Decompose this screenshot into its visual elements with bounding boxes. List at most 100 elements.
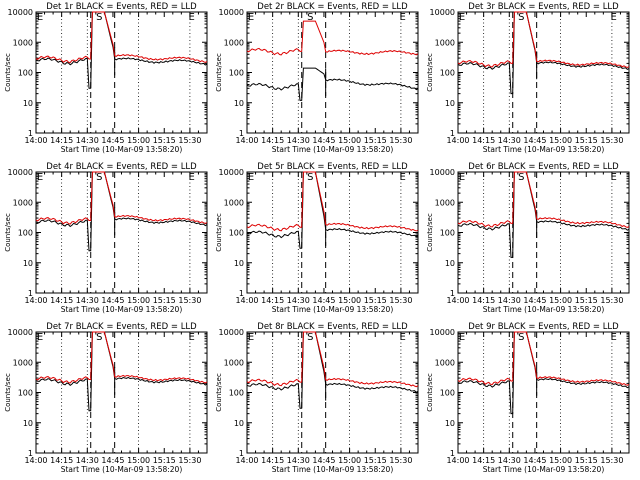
y-tick-label: 1000 xyxy=(224,38,244,47)
time-marker-s: S xyxy=(96,332,102,343)
x-tick-label: 14:45 xyxy=(101,456,124,465)
chart-title: Det 2r BLACK = Events, RED = LLD xyxy=(257,2,408,12)
time-marker-e: E xyxy=(399,172,405,183)
x-tick-label: 14:30 xyxy=(287,136,310,145)
y-tick-label: 100 xyxy=(229,389,244,398)
y-tick-label: 100 xyxy=(18,389,33,398)
x-tick-label: 14:45 xyxy=(312,296,335,305)
y-tick-label: 1 xyxy=(28,129,33,138)
x-tick-label: 14:15 xyxy=(261,136,284,145)
x-tick-label: 14:45 xyxy=(101,136,124,145)
chart-panel: Det 9r BLACK = Events, RED = LLD Counts/s… xyxy=(426,322,630,474)
x-tick-label: 14:15 xyxy=(472,296,495,305)
series-line xyxy=(457,11,630,69)
chart-panel: Det 5r BLACK = Events, RED = LLD Counts/s… xyxy=(215,162,419,314)
time-marker-s: S xyxy=(518,332,524,343)
y-tick-label: 10000 xyxy=(8,168,33,177)
x-tick-label: 14:30 xyxy=(498,136,521,145)
x-tick-label: 14:30 xyxy=(498,296,521,305)
y-tick-label: 100 xyxy=(440,389,455,398)
y-tick-label: 10000 xyxy=(219,168,244,177)
y-tick-label: 10000 xyxy=(430,168,455,177)
y-tick-label: 10000 xyxy=(430,8,455,17)
x-tick-label: 15:30 xyxy=(600,136,623,145)
y-tick-label: 1000 xyxy=(13,198,33,207)
y-axis-label: Counts/sec xyxy=(426,213,434,252)
chart-title: Det 3r BLACK = Events, RED = LLD xyxy=(468,2,619,12)
y-tick-label: 10 xyxy=(445,419,455,428)
x-tick-label: 15:15 xyxy=(153,456,176,465)
x-tick-label: 15:15 xyxy=(364,136,387,145)
time-marker-e: E xyxy=(188,12,194,23)
series-line xyxy=(457,171,630,228)
y-tick-label: 10000 xyxy=(8,8,33,17)
series-line xyxy=(35,11,208,64)
x-tick-label: 15:00 xyxy=(338,456,361,465)
x-tick-label: 15:30 xyxy=(178,456,201,465)
x-tick-label: 15:30 xyxy=(178,136,201,145)
y-tick-label: 1000 xyxy=(224,358,244,367)
y-tick-label: 10 xyxy=(445,99,455,108)
time-marker-e: E xyxy=(610,12,616,23)
y-axis-label: Counts/sec xyxy=(215,213,223,252)
chart-panel: Det 6r BLACK = Events, RED = LLD Counts/s… xyxy=(426,162,630,314)
time-marker-s: S xyxy=(307,332,313,343)
y-tick-label: 10000 xyxy=(430,328,455,337)
y-axis-label: Counts/sec xyxy=(215,53,223,92)
x-tick-label: 15:15 xyxy=(153,296,176,305)
chart-title: Det 5r BLACK = Events, RED = LLD xyxy=(257,162,408,172)
x-tick-label: 15:30 xyxy=(389,296,412,305)
x-tick-label: 15:00 xyxy=(549,296,572,305)
chart-panel: Det 7r BLACK = Events, RED = LLD Counts/s… xyxy=(4,322,208,474)
x-tick-label: 15:00 xyxy=(127,296,150,305)
x-tick-label: 14:00 xyxy=(235,296,258,305)
y-tick-label: 1 xyxy=(450,449,455,458)
chart-panel: Det 4r BLACK = Events, RED = LLD Counts/s… xyxy=(4,162,208,314)
x-tick-label: 14:00 xyxy=(24,296,47,305)
y-tick-label: 1 xyxy=(239,289,244,298)
series-line xyxy=(246,331,419,388)
x-axis-label: Start Time (10-Mar-09 13:58:20) xyxy=(483,145,605,154)
chart-title: Det 4r BLACK = Events, RED = LLD xyxy=(46,162,197,172)
x-tick-label: 15:00 xyxy=(549,136,572,145)
series-line xyxy=(35,11,208,89)
x-tick-label: 15:15 xyxy=(575,136,598,145)
y-tick-label: 1000 xyxy=(435,38,455,47)
x-axis-label: Start Time (10-Mar-09 13:58:20) xyxy=(483,305,605,314)
series-line xyxy=(35,171,208,225)
chart-panel: Det 8r BLACK = Events, RED = LLD Counts/s… xyxy=(215,322,419,474)
x-tick-label: 14:15 xyxy=(50,296,73,305)
y-axis-label: Counts/sec xyxy=(4,373,12,412)
time-marker-s: S xyxy=(96,172,102,183)
time-marker-e: E xyxy=(399,12,405,23)
time-marker-s: S xyxy=(307,172,313,183)
x-tick-label: 14:45 xyxy=(312,456,335,465)
y-tick-label: 10000 xyxy=(8,328,33,337)
x-axis-label: Start Time (10-Mar-09 13:58:20) xyxy=(272,465,394,474)
time-marker-e: E xyxy=(610,332,616,343)
x-tick-label: 14:00 xyxy=(24,456,47,465)
y-axis-label: Counts/sec xyxy=(426,53,434,92)
x-axis-label: Start Time (10-Mar-09 13:58:20) xyxy=(483,465,605,474)
x-tick-label: 14:30 xyxy=(76,296,99,305)
series-line xyxy=(457,11,630,95)
x-axis-label: Start Time (10-Mar-09 13:58:20) xyxy=(272,305,394,314)
x-tick-label: 15:15 xyxy=(153,136,176,145)
x-tick-label: 15:00 xyxy=(127,136,150,145)
x-tick-label: 14:45 xyxy=(312,136,335,145)
y-tick-label: 1000 xyxy=(435,198,455,207)
x-tick-label: 15:30 xyxy=(600,296,623,305)
x-tick-label: 15:15 xyxy=(575,296,598,305)
x-tick-label: 14:15 xyxy=(50,136,73,145)
x-tick-label: 14:00 xyxy=(24,136,47,145)
x-tick-label: 14:00 xyxy=(235,136,258,145)
chart-title: Det 8r BLACK = Events, RED = LLD xyxy=(257,322,408,332)
time-marker-e-left: E xyxy=(37,172,43,183)
time-marker-e: E xyxy=(188,172,194,183)
x-tick-label: 14:30 xyxy=(287,296,310,305)
chart-title: Det 1r BLACK = Events, RED = LLD xyxy=(46,2,197,12)
y-tick-label: 100 xyxy=(229,69,244,78)
y-tick-label: 10 xyxy=(234,419,244,428)
chart-title: Det 6r BLACK = Events, RED = LLD xyxy=(468,162,619,172)
y-tick-label: 10 xyxy=(23,99,33,108)
